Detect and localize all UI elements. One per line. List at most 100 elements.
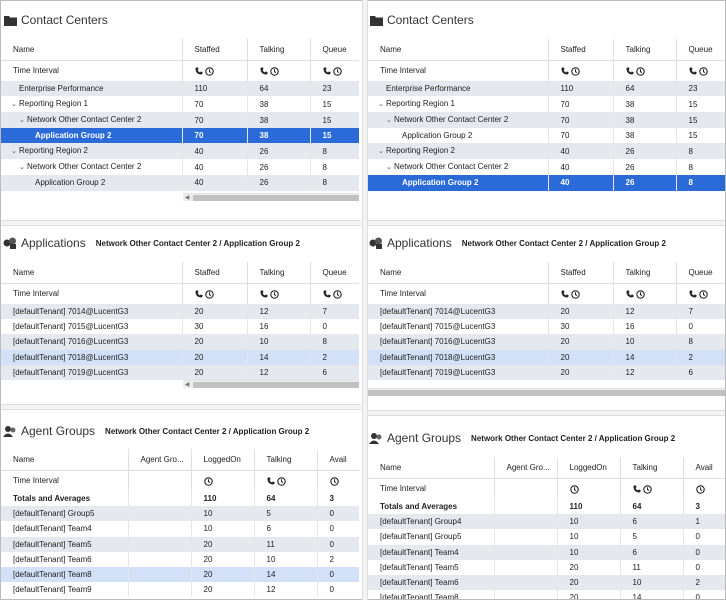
column-header-staffed[interactable]: Staffed	[548, 262, 614, 284]
column-header-staffed[interactable]: Staffed	[548, 39, 614, 61]
scroll-left-arrow[interactable]: ◀	[184, 382, 190, 388]
expand-chevron-icon[interactable]: ⌄	[386, 117, 392, 125]
horizontal-splitter[interactable]	[368, 220, 725, 226]
table-row[interactable]: [defaultTenant] 7015@LucentG3 30 16 0	[1, 319, 359, 335]
column-header-avail[interactable]: Avail	[683, 457, 725, 479]
column-header-name[interactable]: Name	[1, 449, 129, 471]
table-row[interactable]: [defaultTenant] Team4 10 6 0	[368, 544, 725, 560]
time-interval-label: Time Interval	[1, 60, 183, 81]
table-row[interactable]: [defaultTenant] Team6 20 10 2	[1, 551, 359, 567]
expand-chevron-icon[interactable]: ⌄	[11, 101, 17, 109]
column-header-talking[interactable]: Talking	[254, 449, 318, 471]
horizontal-scrollbar[interactable]: ◀	[183, 193, 359, 201]
horizontal-scrollbar[interactable]	[368, 388, 725, 396]
table-row[interactable]: [defaultTenant] Team4 10 6 0	[1, 521, 359, 537]
column-header-avail[interactable]: Avail	[317, 449, 359, 471]
vertical-splitter[interactable]	[362, 0, 368, 600]
table-row[interactable]: Application Group 2 40 26 8	[368, 175, 725, 191]
clock-icon	[204, 289, 214, 299]
scroll-thumb[interactable]	[193, 195, 359, 201]
column-header-name[interactable]: Name	[368, 39, 549, 61]
scroll-thumb[interactable]	[368, 390, 725, 396]
table-row[interactable]: ⌄ Network Other Contact Center 2 40 26 8	[1, 159, 359, 176]
horizontal-splitter[interactable]	[368, 410, 725, 416]
row-value: 26	[247, 175, 311, 191]
time-interval-icons	[182, 283, 248, 304]
table-row[interactable]: [defaultTenant] Group5 10 5 0	[368, 529, 725, 545]
table-row[interactable]: Enterprise Performance 110 64 23	[368, 81, 725, 97]
table-row[interactable]: [defaultTenant] Team9 20 12 0	[1, 582, 359, 598]
table-row[interactable]: Application Group 2 70 38 15	[1, 128, 359, 144]
table-row[interactable]: [defaultTenant] Team5 20 11 0	[368, 559, 725, 575]
totals-label: Totals and Averages	[1, 491, 129, 507]
table-row[interactable]: ⌄ Network Other Contact Center 2 40 26 8	[368, 159, 725, 176]
scroll-thumb[interactable]	[193, 382, 359, 388]
column-header-loggedon[interactable]: LoggedOn	[557, 457, 621, 479]
expand-chevron-icon[interactable]: ⌄	[19, 117, 25, 125]
row-name: [defaultTenant] 7016@LucentG3	[1, 334, 183, 350]
table-row[interactable]: ⌄ Reporting Region 1 70 38 15	[368, 96, 725, 113]
table-row[interactable]: [defaultTenant] Team8 20 14 0	[1, 566, 359, 583]
table-row[interactable]: [defaultTenant] Team5 20 11 0	[1, 536, 359, 552]
table-row[interactable]: ⌄ Reporting Region 2 40 26 8	[368, 143, 725, 160]
table-row[interactable]: ⌄ Reporting Region 2 40 26 8	[1, 143, 359, 160]
column-header-queue[interactable]: Queue	[310, 262, 359, 284]
row-value: 0	[695, 562, 700, 572]
totals-row: Totals and Averages 110 64 3	[1, 491, 359, 507]
time-interval-icons	[191, 470, 255, 491]
breadcrumb: Network Other Contact Center 2 / Applica…	[471, 433, 676, 443]
table-row[interactable]: [defaultTenant] 7018@LucentG3 20 14 2	[368, 349, 725, 365]
scroll-left-arrow[interactable]: ◀	[184, 195, 190, 201]
column-header-queue[interactable]: Queue	[676, 262, 725, 284]
column-header-staffed[interactable]: Staffed	[182, 262, 248, 284]
table-row[interactable]: Application Group 2 40 26 8	[1, 175, 359, 191]
table-row[interactable]: [defaultTenant] Group4 10 6 1	[368, 514, 725, 530]
column-header-talking[interactable]: Talking	[613, 262, 677, 284]
table-row[interactable]: [defaultTenant] 7019@LucentG3 20 12 6	[368, 364, 725, 380]
table-row[interactable]: ⌄ Network Other Contact Center 2 70 38 15	[368, 112, 725, 129]
row-label: [defaultTenant] Team6	[13, 554, 92, 564]
column-header-talking[interactable]: Talking	[620, 457, 684, 479]
expand-chevron-icon[interactable]: ⌄	[19, 164, 25, 172]
expand-chevron-icon[interactable]: ⌄	[378, 148, 384, 156]
column-header-loggedon[interactable]: LoggedOn	[191, 449, 255, 471]
expand-chevron-icon[interactable]: ⌄	[386, 164, 392, 172]
table-row[interactable]: [defaultTenant] 7016@LucentG3 20 10 8	[368, 334, 725, 350]
table-row[interactable]: [defaultTenant] 7016@LucentG3 20 10 8	[1, 334, 359, 350]
table-row[interactable]: [defaultTenant] 7019@LucentG3 20 12 6	[1, 364, 359, 380]
expand-chevron-icon[interactable]: ⌄	[378, 101, 384, 109]
table-row[interactable]: [defaultTenant] 7018@LucentG3 20 14 2	[1, 349, 359, 365]
column-header-name[interactable]: Name	[1, 39, 183, 61]
column-header-talking[interactable]: Talking	[247, 262, 311, 284]
row-value: 40	[548, 175, 614, 191]
table-row[interactable]: ⌄ Network Other Contact Center 2 70 38 15	[1, 112, 359, 129]
column-header-talking[interactable]: Talking	[247, 39, 311, 61]
table-row[interactable]: [defaultTenant] 7014@LucentG3 20 12 7	[368, 304, 725, 320]
table-row[interactable]: [defaultTenant] Group5 10 5 0	[1, 506, 359, 522]
table-row[interactable]: [defaultTenant] 7015@LucentG3 30 16 0	[368, 319, 725, 335]
table-row[interactable]: [defaultTenant] Team6 20 10 2	[368, 574, 725, 591]
horizontal-scrollbar[interactable]: ◀	[183, 380, 359, 388]
column-header-queue[interactable]: Queue	[676, 39, 725, 61]
row-value: 64	[613, 81, 677, 97]
table-row[interactable]: ⌄ Reporting Region 1 70 38 15	[1, 96, 359, 113]
row-value: 20	[191, 551, 255, 567]
column-header-agent-group[interactable]: Agent Gro...	[494, 457, 558, 479]
table-row[interactable]: Application Group 2 70 38 15	[368, 128, 725, 144]
horizontal-splitter[interactable]	[1, 220, 361, 226]
column-header-staffed[interactable]: Staffed	[182, 39, 248, 61]
column-header-agent-group[interactable]: Agent Gro...	[128, 449, 192, 471]
row-value: 110	[548, 81, 614, 97]
column-header-queue[interactable]: Queue	[310, 39, 359, 61]
table-row[interactable]: [defaultTenant] 7014@LucentG3 20 12 7	[1, 304, 359, 320]
expand-chevron-icon[interactable]: ⌄	[11, 148, 17, 156]
horizontal-splitter[interactable]	[1, 404, 361, 410]
column-header-name[interactable]: Name	[368, 457, 495, 479]
column-header-name[interactable]: Name	[1, 262, 183, 284]
column-header-talking[interactable]: Talking	[613, 39, 677, 61]
column-header-name[interactable]: Name	[368, 262, 549, 284]
table-row[interactable]: [defaultTenant] Team8 20 14 0	[368, 590, 725, 599]
agent-groups-panel-left: Agent Groups Network Other Contact Cente…	[1, 412, 361, 599]
row-value: 10	[613, 334, 677, 350]
table-row[interactable]: Enterprise Performance 110 64 23	[1, 81, 359, 97]
